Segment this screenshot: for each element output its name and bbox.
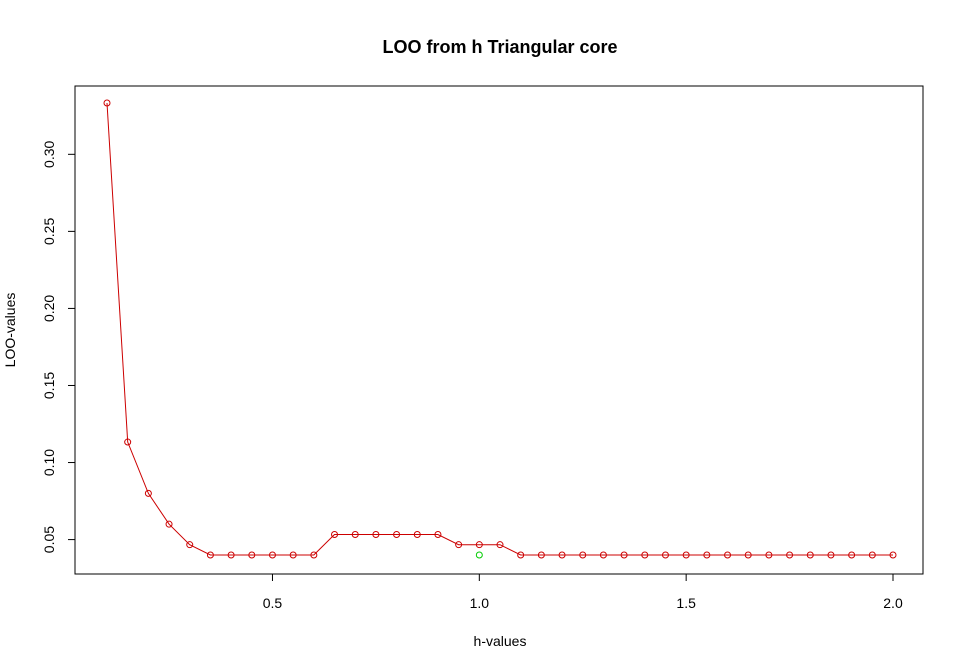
x-tick-label: 2.0: [883, 595, 903, 611]
data-point: [889, 551, 897, 559]
data-point: [393, 531, 401, 539]
data-point: [289, 551, 297, 559]
data-point: [537, 551, 545, 559]
data-point: [496, 541, 504, 549]
data-point: [599, 551, 607, 559]
data-point: [827, 551, 835, 559]
data-point: [579, 551, 587, 559]
y-axis-label: LOO-values: [2, 293, 18, 368]
data-point: [103, 99, 111, 107]
x-tick-label: 1.0: [470, 595, 490, 611]
data-point: [641, 551, 649, 559]
series-layer: [103, 99, 897, 559]
data-point: [372, 531, 380, 539]
data-point: [661, 551, 669, 559]
data-point: [620, 551, 628, 559]
data-point: [517, 551, 525, 559]
data-point: [786, 551, 794, 559]
y-tick-label: 0.15: [41, 372, 57, 399]
x-tick-label: 0.5: [263, 595, 283, 611]
data-point: [475, 541, 483, 549]
data-point: [413, 531, 421, 539]
plot-frame: [74, 85, 924, 575]
y-tick-label: 0.25: [41, 218, 57, 245]
data-point: [165, 520, 173, 528]
data-point: [331, 531, 339, 539]
data-point: [144, 489, 152, 497]
highlight-point: [475, 551, 483, 559]
data-point: [724, 551, 732, 559]
y-tick-label: 0.30: [41, 140, 57, 167]
data-point: [186, 541, 194, 549]
x-axis: 0.5 1.0 1.5 2.0: [263, 573, 903, 611]
y-tick-label: 0.05: [41, 526, 57, 553]
x-tick-label: 1.5: [676, 595, 696, 611]
y-tick-label: 0.10: [41, 449, 57, 476]
data-point: [310, 551, 318, 559]
data-point: [227, 551, 235, 559]
data-point: [206, 551, 214, 559]
data-point: [455, 541, 463, 549]
data-point: [124, 438, 132, 446]
data-point: [558, 551, 566, 559]
data-point: [765, 551, 773, 559]
data-point: [703, 551, 711, 559]
y-axis: 0.05 0.10 0.15 0.20 0.25 0.30: [41, 140, 76, 553]
series-line: [106, 102, 893, 556]
data-point: [268, 551, 276, 559]
data-point: [682, 551, 690, 559]
data-point: [744, 551, 752, 559]
data-point: [806, 551, 814, 559]
chart-title: LOO from h Triangular core: [382, 37, 617, 57]
data-point: [434, 531, 442, 539]
x-axis-label: h-values: [474, 633, 527, 649]
data-point: [868, 551, 876, 559]
data-point: [848, 551, 856, 559]
y-tick-label: 0.20: [41, 295, 57, 322]
data-point: [351, 531, 359, 539]
data-point: [248, 551, 256, 559]
